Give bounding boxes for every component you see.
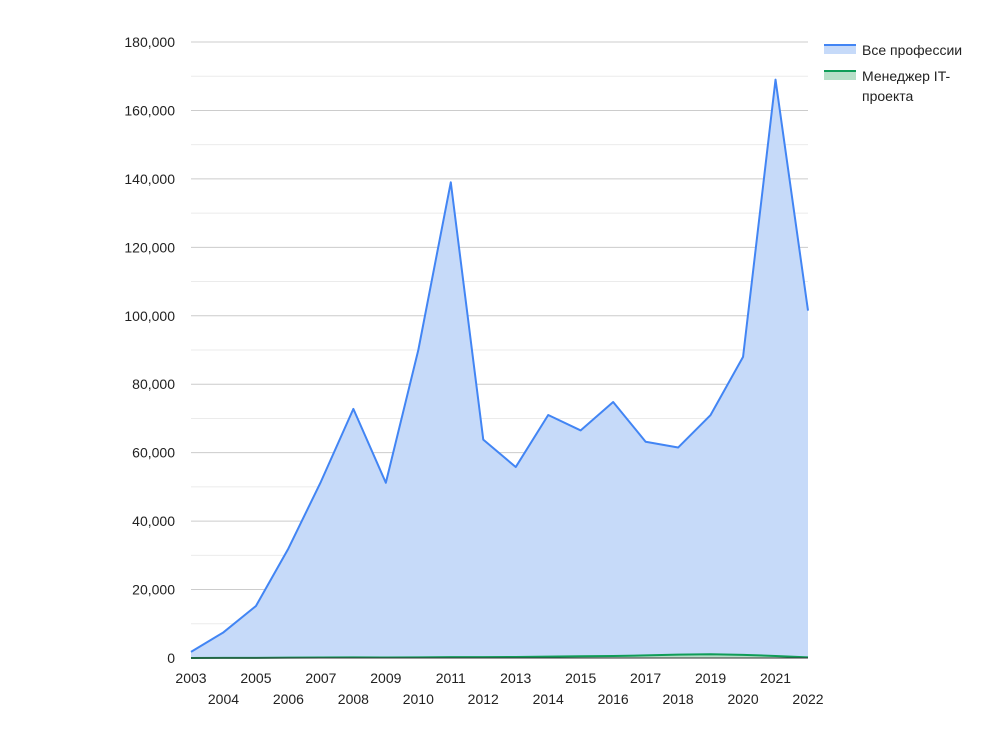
x-tick-label: 2021 (760, 670, 791, 686)
y-tick-label: 140,000 (124, 171, 175, 187)
legend-item-it-manager[interactable]: Менеджер IT-проекта (824, 66, 994, 106)
y-tick-label: 60,000 (132, 445, 175, 461)
legend-swatch-it-manager-line (824, 70, 856, 72)
legend-label-all: Все профессии (862, 42, 963, 58)
y-tick-label: 0 (167, 650, 175, 666)
y-tick-label: 20,000 (132, 582, 175, 598)
x-tick-label: 2018 (663, 691, 694, 707)
x-tick-label: 2005 (240, 670, 271, 686)
x-tick-label: 2010 (403, 691, 434, 707)
x-tick-label: 2004 (208, 691, 239, 707)
legend: Все профессии Менеджер IT-проекта (824, 40, 994, 112)
legend-swatch-all-line (824, 44, 856, 46)
x-tick-label: 2003 (175, 670, 206, 686)
x-tick-label: 2016 (598, 691, 629, 707)
gridlines (191, 41, 808, 659)
y-tick-label: 100,000 (124, 308, 175, 324)
x-tick-label: 2014 (533, 691, 564, 707)
x-tick-label: 2017 (630, 670, 661, 686)
x-tick-label: 2009 (370, 670, 401, 686)
series-area-1 (191, 654, 808, 658)
x-tick-label: 2015 (565, 670, 596, 686)
legend-swatch-it-manager-fill (824, 72, 856, 80)
series-layer (190, 78, 809, 659)
legend-item-all[interactable]: Все профессии (824, 40, 994, 60)
x-tick-label: 2006 (273, 691, 304, 707)
x-tick-label: 2008 (338, 691, 369, 707)
x-tick-label: 2022 (792, 691, 823, 707)
y-axis: 0 20,000 40,000 60,000 80,000 100,000 120,000 1… (124, 34, 175, 666)
legend-swatch-all-fill (824, 46, 856, 54)
legend-label-it-manager: Менеджер IT-проекта (862, 68, 951, 104)
x-tick-label: 2007 (305, 670, 336, 686)
x-tick-label: 2020 (727, 691, 758, 707)
legend-swatch-all (824, 44, 856, 54)
y-tick-label: 160,000 (124, 102, 175, 118)
series-area-0 (191, 79, 808, 658)
y-tick-label: 40,000 (132, 513, 175, 529)
x-tick-label: 2011 (436, 670, 466, 686)
legend-swatch-it-manager (824, 70, 856, 80)
y-tick-label: 120,000 (124, 239, 175, 255)
x-axis: 2003200420052006200720082009201020112012… (175, 657, 824, 707)
x-tick-label: 2019 (695, 670, 726, 686)
x-tick-label: 2012 (468, 691, 499, 707)
y-tick-label: 180,000 (124, 34, 175, 50)
series-line-0 (190, 78, 809, 653)
x-tick-label: 2013 (500, 670, 531, 686)
y-tick-label: 80,000 (132, 376, 175, 392)
